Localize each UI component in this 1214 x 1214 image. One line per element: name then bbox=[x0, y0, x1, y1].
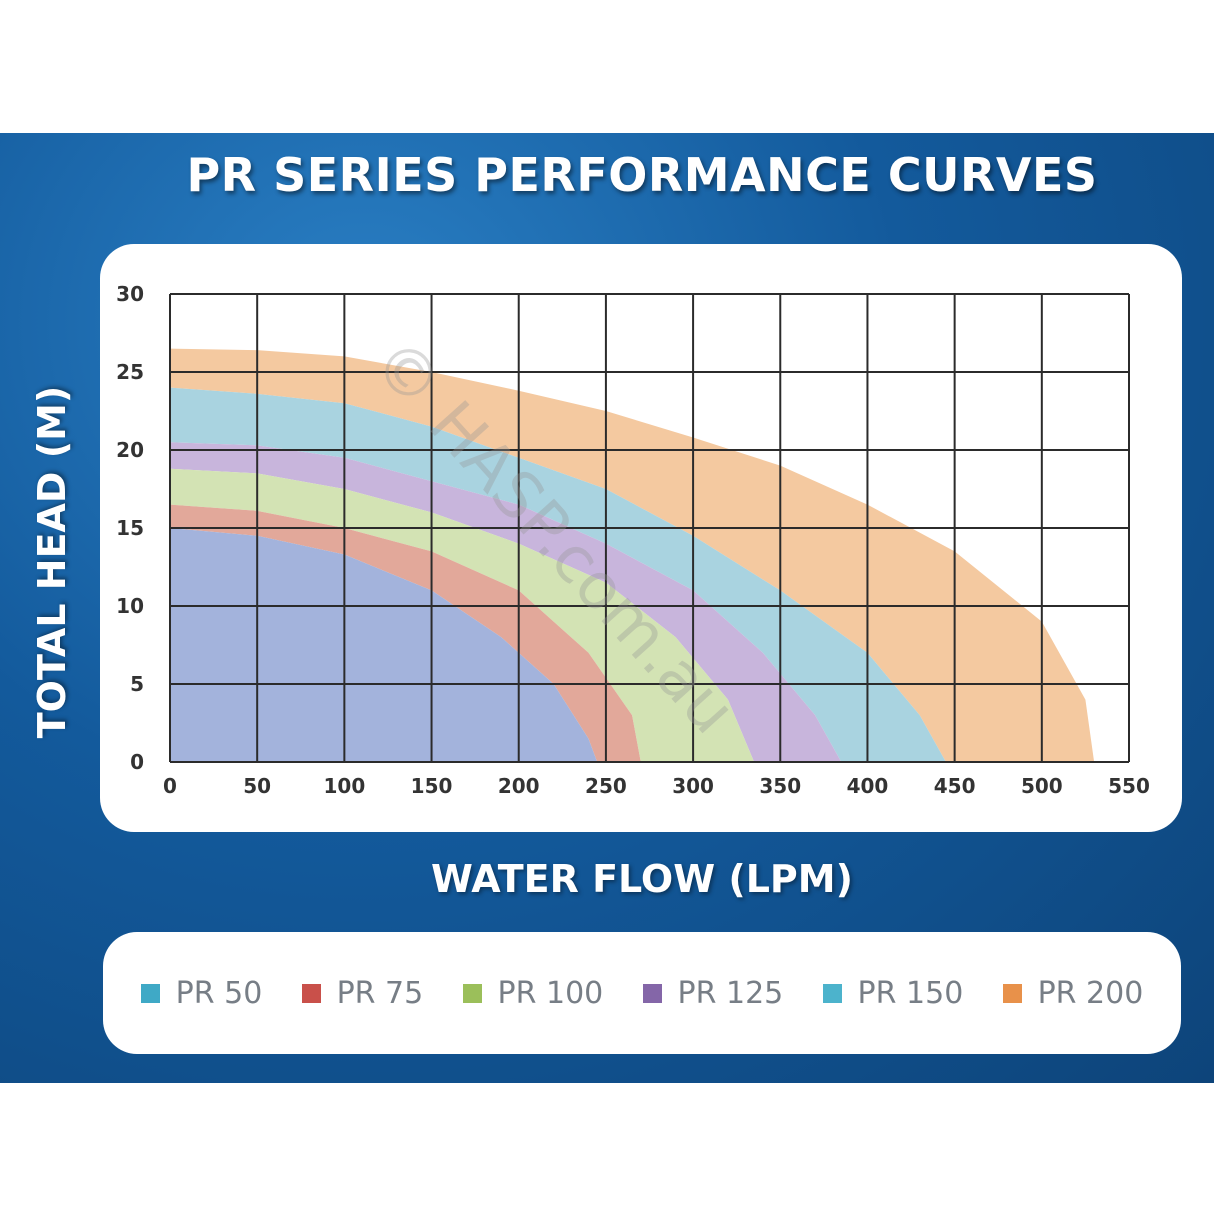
legend-label: PR 125 bbox=[677, 975, 784, 1011]
x-tick-label: 550 bbox=[1108, 774, 1150, 798]
chart-panel: 0 50 100 150 200 250 300 350 400 450 500 550 0 5 10 15 2… bbox=[100, 244, 1182, 832]
legend-swatch bbox=[462, 983, 482, 1003]
legend-swatch bbox=[140, 983, 160, 1003]
series-band-pr-200 bbox=[170, 348, 1095, 762]
legend-item: PR 75 bbox=[301, 975, 424, 1011]
x-tick-label: 450 bbox=[934, 774, 976, 798]
y-axis-label: TOTAL HEAD (M) bbox=[30, 385, 74, 739]
performance-chart: 0 50 100 150 200 250 300 350 400 450 500 550 0 5 10 15 2… bbox=[116, 282, 1150, 798]
legend-label: PR 100 bbox=[497, 975, 604, 1011]
legend-item: PR 150 bbox=[822, 975, 964, 1011]
series-band-pr-50 bbox=[170, 528, 598, 762]
y-tick-label: 15 bbox=[116, 516, 144, 540]
legend-swatch bbox=[1002, 983, 1022, 1003]
legend-item: PR 125 bbox=[642, 975, 784, 1011]
y-tick-label: 10 bbox=[116, 594, 144, 618]
legend-swatch bbox=[301, 983, 321, 1003]
x-tick-label: 0 bbox=[163, 774, 177, 798]
x-tick-label: 400 bbox=[847, 774, 889, 798]
legend-swatch bbox=[822, 983, 842, 1003]
chart-title: PR SERIES PERFORMANCE CURVES bbox=[186, 148, 1098, 202]
x-tick-label: 500 bbox=[1021, 774, 1063, 798]
legend-item: PR 100 bbox=[462, 975, 604, 1011]
x-tick-label: 50 bbox=[243, 774, 271, 798]
legend-label: PR 150 bbox=[857, 975, 964, 1011]
series-band-pr-125 bbox=[170, 442, 842, 762]
x-axis-label: WATER FLOW (LPM) bbox=[431, 857, 853, 901]
legend-label: PR 50 bbox=[175, 975, 263, 1011]
series-band-pr-75 bbox=[170, 504, 641, 762]
x-tick-label: 350 bbox=[759, 774, 801, 798]
legend-swatch bbox=[642, 983, 662, 1003]
x-tick-label: 100 bbox=[323, 774, 365, 798]
y-tick-label: 0 bbox=[130, 750, 144, 774]
legend-label: PR 75 bbox=[336, 975, 424, 1011]
x-tick-label: 250 bbox=[585, 774, 627, 798]
legend-item: PR 50 bbox=[140, 975, 263, 1011]
y-tick-label: 5 bbox=[130, 672, 144, 696]
y-tick-label: 30 bbox=[116, 282, 144, 306]
y-tick-label: 25 bbox=[116, 360, 144, 384]
x-tick-label: 300 bbox=[672, 774, 714, 798]
x-tick-label: 200 bbox=[498, 774, 540, 798]
legend: PR 50 PR 75 PR 100 PR 125 PR 150 PR 200 bbox=[103, 932, 1181, 1054]
y-tick-label: 20 bbox=[116, 438, 144, 462]
legend-label: PR 200 bbox=[1037, 975, 1144, 1011]
x-tick-label: 150 bbox=[411, 774, 453, 798]
legend-item: PR 200 bbox=[1002, 975, 1144, 1011]
